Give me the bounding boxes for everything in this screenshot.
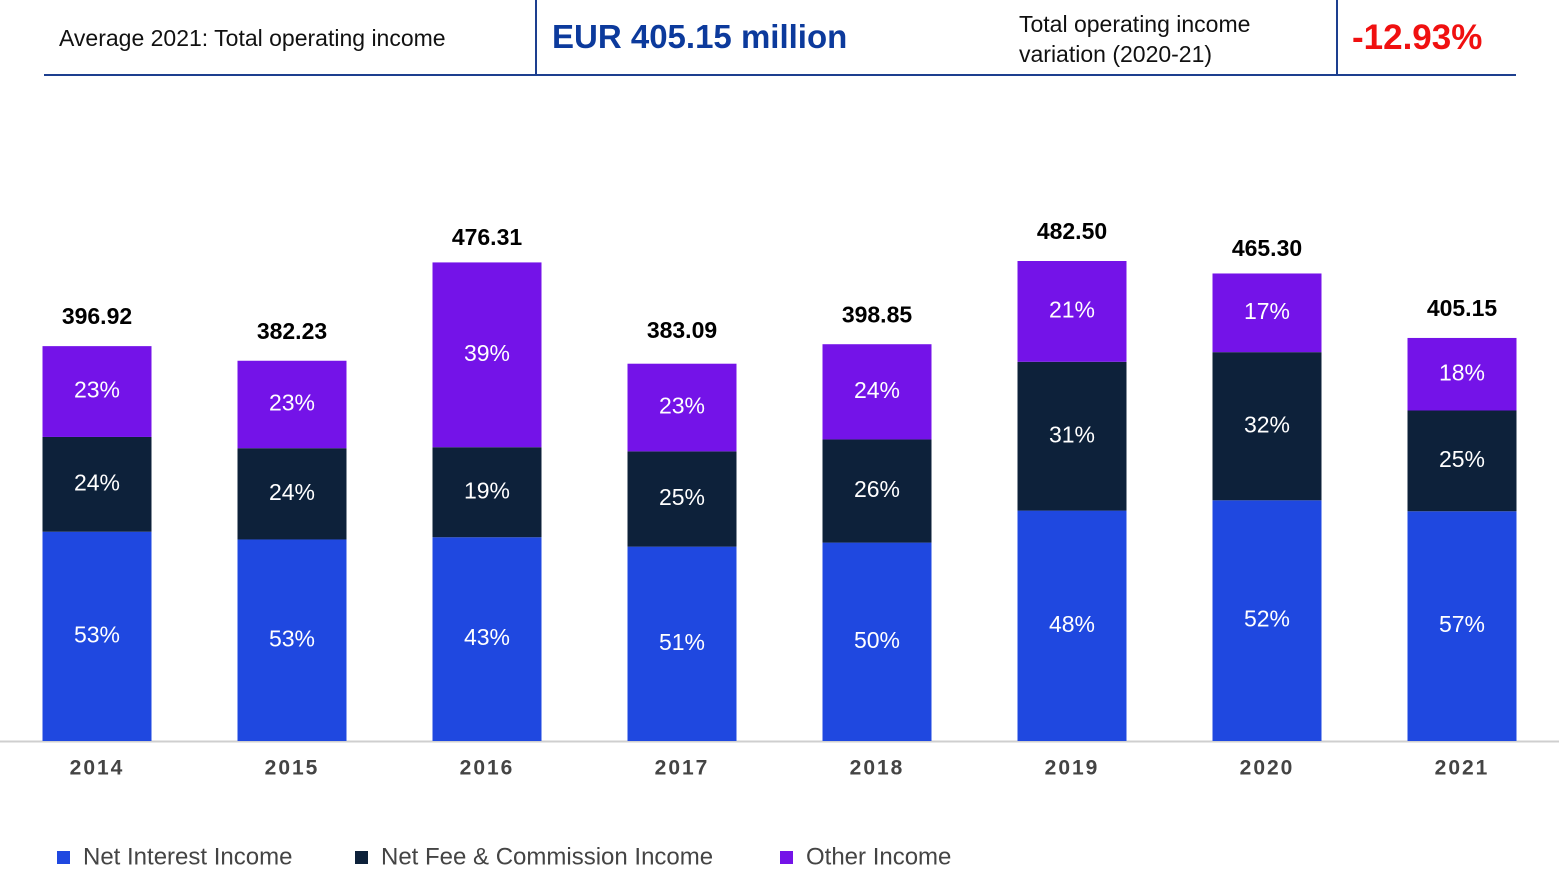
segment-label: 39% bbox=[464, 340, 510, 366]
segment-label: 24% bbox=[74, 469, 120, 495]
total-label: 465.30 bbox=[1232, 235, 1302, 261]
segment-label: 31% bbox=[1049, 421, 1095, 447]
x-tick-label: 2014 bbox=[70, 757, 125, 780]
segment-label: 23% bbox=[269, 390, 315, 416]
legend-swatch bbox=[355, 851, 368, 864]
legend-swatch bbox=[57, 851, 70, 864]
header-value: EUR 405.15 million bbox=[552, 18, 848, 55]
x-tick-label: 2019 bbox=[1045, 757, 1100, 780]
segment-label: 23% bbox=[659, 393, 705, 419]
bar-segment bbox=[1017, 361, 1127, 511]
bar-segment bbox=[42, 531, 152, 741]
segment-label: 43% bbox=[464, 624, 510, 650]
segment-label: 53% bbox=[74, 621, 120, 647]
segment-label: 19% bbox=[464, 477, 510, 503]
segment-label: 24% bbox=[269, 479, 315, 505]
x-tick-label: 2015 bbox=[265, 757, 320, 780]
segment-label: 26% bbox=[854, 476, 900, 502]
bar-segment bbox=[1407, 410, 1517, 512]
bar-segment bbox=[1017, 261, 1127, 362]
legend-label: Other Income bbox=[806, 843, 951, 870]
segment-label: 24% bbox=[854, 377, 900, 403]
bar-segment bbox=[42, 346, 152, 437]
segment-label: 18% bbox=[1439, 359, 1485, 385]
x-tick-label: 2020 bbox=[1240, 757, 1295, 780]
segment-label: 32% bbox=[1244, 411, 1290, 437]
legend-swatch bbox=[780, 851, 793, 864]
legend-label: Net Interest Income bbox=[83, 843, 292, 870]
segment-label: 57% bbox=[1439, 611, 1485, 637]
bar-segment bbox=[627, 363, 737, 452]
divider bbox=[535, 0, 537, 75]
total-label: 382.23 bbox=[257, 318, 327, 344]
legend-label: Net Fee & Commission Income bbox=[381, 843, 713, 870]
bar-segment bbox=[627, 451, 737, 547]
bar-segment bbox=[1407, 511, 1517, 741]
total-label: 398.85 bbox=[842, 301, 913, 327]
segment-label: 25% bbox=[659, 484, 705, 510]
segment-label: 48% bbox=[1049, 611, 1095, 637]
total-label: 476.31 bbox=[452, 224, 523, 250]
header-label: Average 2021: Total operating income bbox=[59, 25, 446, 51]
x-tick-label: 2016 bbox=[460, 757, 515, 780]
bar-segment bbox=[237, 448, 347, 540]
bar-segment bbox=[822, 344, 932, 440]
segment-label: 25% bbox=[1439, 446, 1485, 472]
segment-label: 50% bbox=[854, 627, 900, 653]
bar-segment bbox=[822, 542, 932, 741]
bar-segment bbox=[432, 262, 542, 448]
total-label: 405.15 bbox=[1427, 295, 1498, 321]
bar-segment bbox=[432, 447, 542, 538]
bar-segment bbox=[1212, 500, 1322, 741]
bar-segment bbox=[432, 537, 542, 741]
bar-segment bbox=[822, 439, 932, 543]
total-label: 383.09 bbox=[647, 317, 717, 343]
bar-segment bbox=[237, 360, 347, 449]
segment-label: 17% bbox=[1244, 298, 1290, 324]
segment-label: 21% bbox=[1049, 296, 1095, 322]
bar-segment bbox=[1212, 273, 1322, 353]
total-label: 396.92 bbox=[62, 303, 132, 329]
bar-segment bbox=[42, 436, 152, 532]
divider bbox=[1336, 0, 1338, 75]
bar-segment bbox=[1017, 510, 1127, 741]
bar-segment bbox=[237, 539, 347, 741]
x-tick-label: 2017 bbox=[655, 757, 710, 780]
bar-segment bbox=[1212, 352, 1322, 501]
header-rule bbox=[44, 74, 1516, 76]
segment-label: 53% bbox=[269, 625, 315, 651]
segment-label: 23% bbox=[74, 377, 120, 403]
variation-value: -12.93% bbox=[1352, 18, 1483, 57]
x-tick-label: 2021 bbox=[1435, 757, 1490, 780]
total-label: 482.50 bbox=[1037, 218, 1107, 244]
segment-label: 51% bbox=[659, 629, 705, 655]
bar-segment bbox=[1407, 337, 1517, 411]
x-tick-label: 2018 bbox=[850, 757, 905, 780]
bar-segment bbox=[627, 546, 737, 741]
segment-label: 52% bbox=[1244, 606, 1290, 632]
variation-label: Total operating income variation (2020-2… bbox=[1019, 11, 1251, 67]
